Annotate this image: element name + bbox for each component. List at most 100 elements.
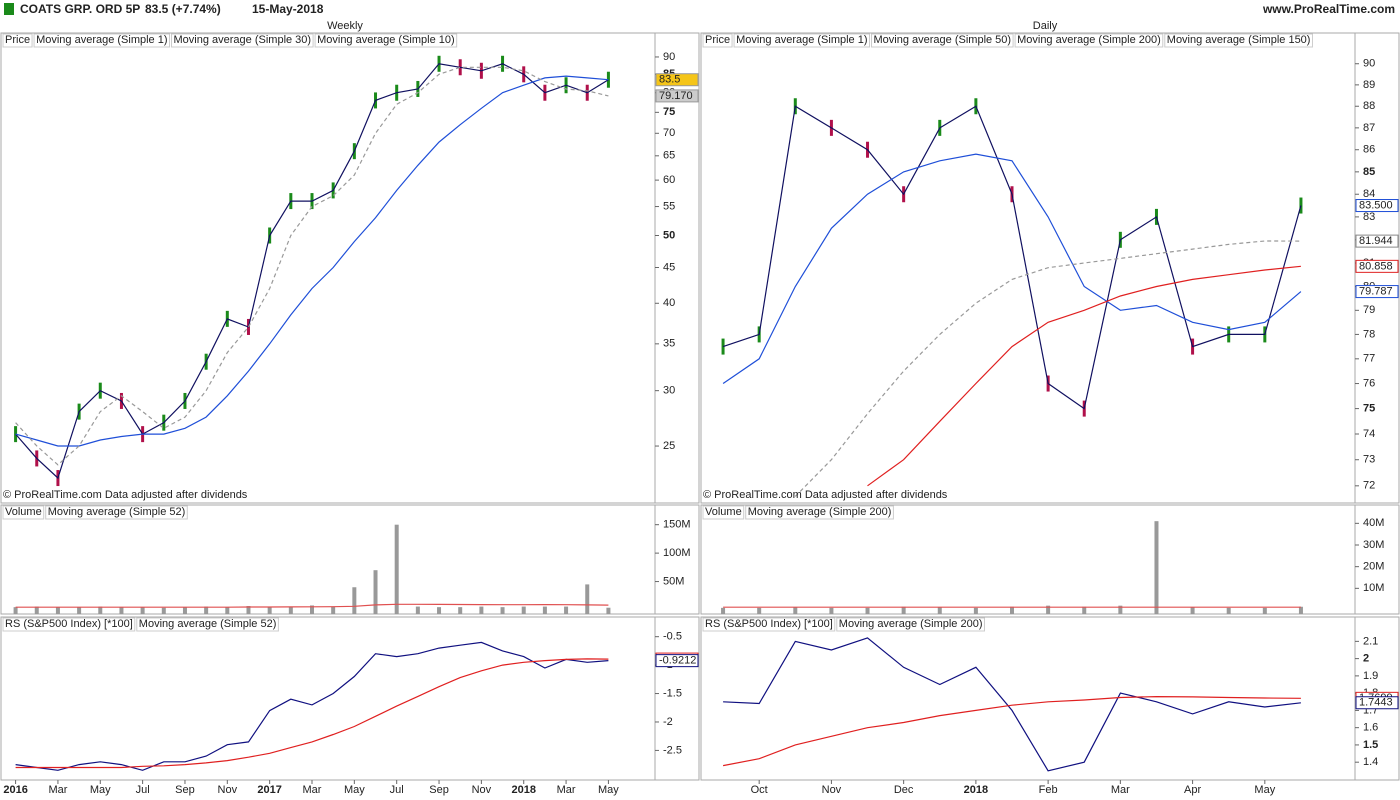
note: © ProRealTime.com Data adjusted after di… [3,489,248,501]
x-tick-label: Mar [1111,784,1130,796]
last-value-box [1355,199,1399,213]
y-tick-label: 40M [1363,517,1384,529]
legend-entry: RS (S&P500 Index) [*100] [5,618,133,630]
volume-bar [98,606,103,614]
axis-frame [1354,616,1400,781]
legend-entry: Moving average (Simple 200) [839,618,983,630]
volume-bar [55,607,60,614]
y-tick-label: 35 [663,338,675,350]
volume-bar [34,606,39,614]
volume-bar [721,607,726,614]
volume-bar [542,606,547,614]
axis-frame [654,616,700,781]
legend-box [314,33,458,48]
legend-box [836,617,985,632]
x-tick-label: 2017 [257,784,281,796]
y-tick-label: 1.4 [1363,756,1378,768]
y-tick-label: 50M [663,575,684,587]
volume-bar [437,607,442,614]
last-value-box [1355,234,1399,248]
volume-bar [1190,607,1195,614]
y-tick-label: 20M [1363,561,1384,573]
x-tick-label: Mar [303,784,322,796]
volume-bar [225,607,230,614]
x-tick-label: May [344,784,365,796]
y-tick-label: 10M [1363,582,1384,594]
y-tick-label: 2 [1363,653,1369,665]
x-tick-label: 2018 [511,784,535,796]
volume-bar [973,607,978,614]
volume-bar [373,570,378,614]
volume-bar [901,606,906,614]
volume-bar [13,607,18,614]
y-tick-label: 88 [1363,100,1375,112]
legend-entry: RS (S&P500 Index) [*100] [705,618,833,630]
volume-bar [1154,521,1159,614]
x-tick-label: Mar [557,784,576,796]
x-tick-label: May [598,784,619,796]
y-tick-label: 70 [663,127,675,139]
legend-entry: Moving average (Simple 150) [1167,34,1311,46]
legend-box [45,505,188,520]
y-tick-label: 30 [663,385,675,397]
legend-entry: Moving average (Simple 200) [1017,34,1161,46]
volume-bar [352,587,357,614]
series-line [794,240,1301,497]
volume-bar [793,607,798,614]
volume-bar [1010,606,1014,614]
legend-box [171,33,314,48]
series-line [722,695,1301,767]
y-tick-label: 30M [1363,539,1384,551]
volume-bar [1298,606,1303,614]
series-line [723,637,1301,772]
legend-box [733,33,871,48]
series-line [15,66,609,466]
y-tick-label: -2.5 [663,744,682,756]
y-tick-label: 77 [1363,353,1375,365]
volume-bar [521,606,526,614]
volume-bar [1046,605,1051,614]
y-tick-label: 1.9 [1363,670,1378,682]
legend-entry: Moving average (Simple 10) [317,34,455,46]
note: © ProRealTime.com Data adjusted after di… [703,489,948,501]
volume-bar [564,606,569,614]
series-line [722,105,1302,410]
last-value-label: 79.787 [1359,285,1393,297]
volume-bar [865,607,870,614]
last-value-box [1355,259,1399,273]
x-tick-label: Jul [136,784,150,796]
legend-entry: Price [5,34,30,46]
y-tick-label: 150M [663,519,691,531]
date: 15-May-2018 [252,2,324,16]
legend-box [2,33,33,48]
x-tick-label: 2016 [3,784,27,796]
last-value-box [655,89,699,103]
legend-box [702,505,745,520]
x-tick-label: Jul [390,784,404,796]
y-tick-label: 1.5 [1363,739,1378,751]
last-value-label: 1.7443 [1359,697,1393,709]
y-tick-label: 72 [1363,480,1375,492]
volume-bar [246,606,251,614]
y-tick-label: 40 [663,297,675,309]
volume-bar [415,606,420,614]
series-line [15,603,609,608]
period: Weekly [327,20,363,32]
legend-entry: Volume [705,506,742,518]
y-tick-label: 75 [1363,403,1375,415]
series-line [722,153,1302,384]
quote: 83.5 (+7.74%) [145,2,221,16]
volume-bar [757,607,762,614]
x-tick-label: 2018 [964,784,988,796]
x-tick-label: Sep [429,784,449,796]
y-tick-label: 25 [663,440,675,452]
y-tick-label: -0.5 [663,631,682,643]
series-line [867,265,1301,487]
x-tick-label: Oct [751,784,768,796]
volume-bar [119,607,124,614]
last-value-label: 83.5 [659,74,680,86]
candle [721,338,725,355]
volume-bar [331,606,336,614]
y-tick-label: 60 [663,174,675,186]
